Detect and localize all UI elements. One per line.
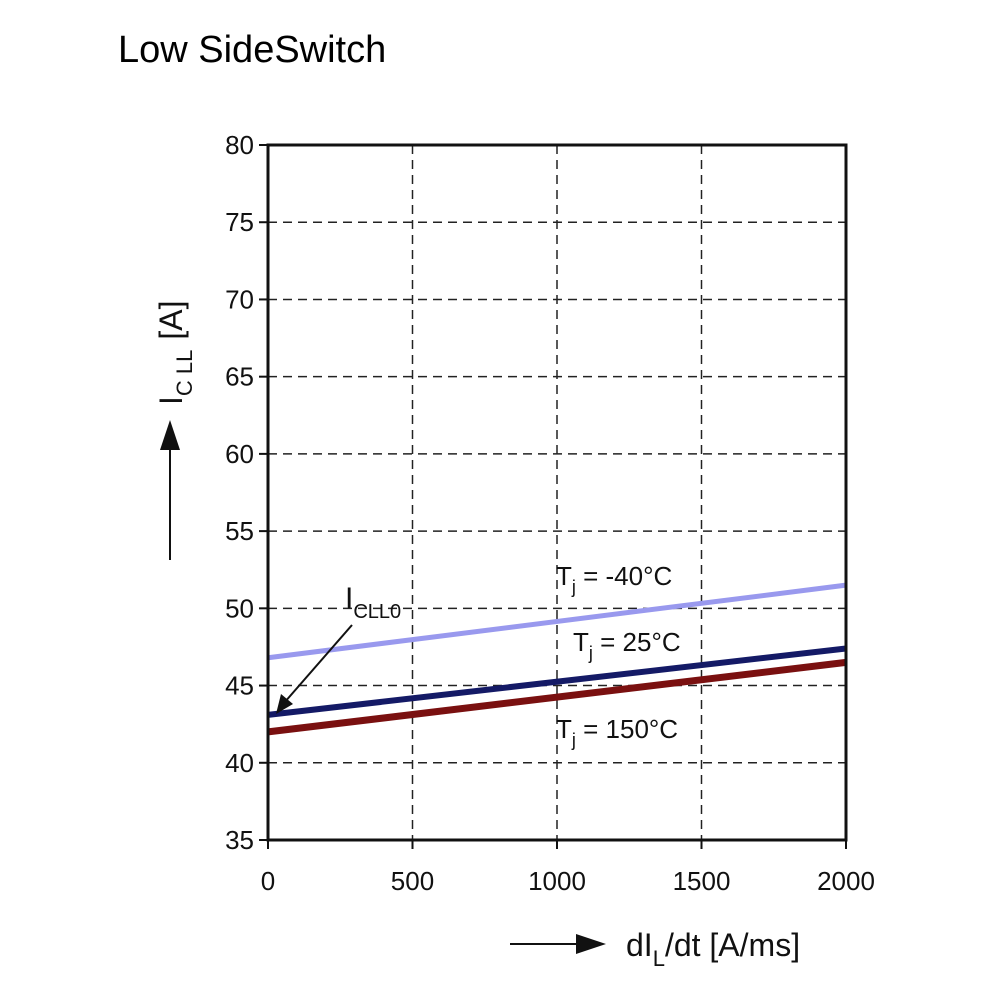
y-tick-label: 65 — [225, 362, 254, 392]
x-tick-label: 0 — [261, 866, 275, 896]
y-tick-label: 80 — [225, 130, 254, 160]
y-tick-label: 70 — [225, 284, 254, 314]
label-tj-minus40: Tj = -40°C — [556, 561, 672, 597]
x-tick-label: 1500 — [673, 866, 731, 896]
x-axis-label: dIL/dt [A/ms] — [626, 927, 800, 971]
annotation-arrowhead-icon — [276, 694, 293, 714]
y-axis-arrowhead-icon — [160, 420, 180, 450]
x-tick-label: 500 — [391, 866, 434, 896]
y-tick-label: 50 — [225, 593, 254, 623]
series-lines — [267, 582, 847, 736]
annotation-icll0-label: ICLL0 — [345, 582, 401, 623]
y-tick-label: 75 — [225, 207, 254, 237]
x-tick-labels: 0 500 1000 1500 2000 — [261, 840, 875, 896]
chart-title: Low SideSwitch — [118, 29, 386, 71]
y-tick-label: 60 — [225, 439, 254, 469]
series-line-1 — [267, 645, 847, 718]
y-tick-labels: 35 40 45 50 55 60 65 70 75 80 — [225, 130, 268, 855]
annotation-arrow — [283, 624, 353, 704]
y-axis-label: IC LL[A] — [153, 301, 197, 406]
grid — [268, 145, 846, 840]
y-tick-label: 35 — [225, 825, 254, 855]
series-line-0 — [267, 582, 847, 661]
x-axis-arrowhead-icon — [576, 934, 606, 954]
x-tick-label: 2000 — [817, 866, 875, 896]
y-tick-label: 45 — [225, 671, 254, 701]
y-tick-label: 55 — [225, 516, 254, 546]
label-tj-25: Tj = 25°C — [573, 627, 681, 663]
x-tick-label: 1000 — [528, 866, 586, 896]
y-tick-label: 40 — [225, 748, 254, 778]
series-line-2 — [267, 658, 847, 736]
label-tj-150: Tj = 150°C — [556, 714, 678, 750]
